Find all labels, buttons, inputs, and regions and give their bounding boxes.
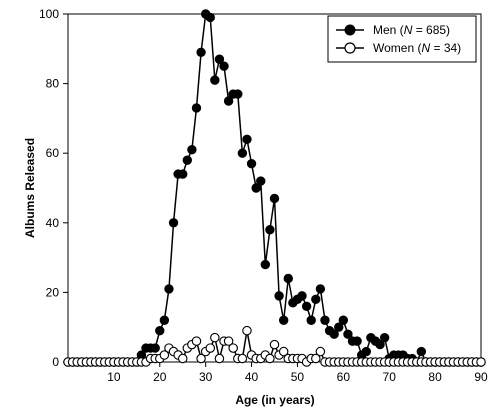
data-point-women [228,343,238,353]
data-point-men [223,96,234,106]
y-tick-label: 60 [46,146,60,160]
data-point-men [246,158,257,169]
data-point-men [233,89,243,99]
data-point-men [159,315,170,325]
data-point-women [223,336,234,346]
data-point-women [177,353,188,364]
data-point-men [196,47,206,57]
data-point-women [196,353,206,364]
data-point-men [329,329,339,339]
data-point-women [278,346,289,357]
data-point-men [297,291,307,301]
data-point-women [191,336,202,346]
y-tick-label: 80 [46,77,60,91]
data-point-men [274,291,284,301]
x-tick-label: 10 [107,370,121,384]
data-point-women [214,353,225,364]
x-tick-label: 40 [245,370,259,384]
legend-box [327,15,477,63]
data-point-women [205,343,216,353]
series-line [68,12,481,364]
series-men [63,9,486,367]
y-tick-label: 100 [39,7,59,21]
data-point-men [315,284,326,294]
x-tick-label: 80 [428,370,442,384]
data-point-men [269,193,280,204]
data-point-women [237,353,248,364]
data-point-women [210,332,220,343]
y-axis: 0 20 40 60 80 100 [39,7,68,369]
data-point-men [379,332,390,343]
data-point-men [219,61,229,71]
data-point-men [164,284,174,294]
data-point-men [242,134,252,144]
data-point-men [416,346,427,357]
data-point-men [191,103,202,113]
legend-label-women: Women (N = 34) [373,41,461,55]
legend-item-women: Women (N = 34) [336,41,461,55]
data-point-men [214,54,225,64]
series-women [63,325,486,367]
data-point-men [343,329,353,339]
x-tick-label: 20 [153,370,167,384]
data-point-women [265,353,275,364]
legend-marker-open [344,42,356,54]
x-tick-label: 70 [383,370,397,384]
data-point-men [187,145,197,155]
data-point-men [278,315,289,325]
data-point-men [338,315,349,325]
data-point-men [306,315,316,325]
data-point-men [237,148,248,158]
data-point-men [155,325,165,336]
data-point-men [334,322,344,332]
data-point-men [256,176,266,186]
y-tick-label: 40 [46,216,60,230]
data-point-men [311,294,321,305]
data-point-men [251,183,261,193]
data-point-men [178,169,188,179]
x-tick-label: 90 [474,370,488,384]
data-point-men [168,218,179,228]
x-axis-title: Age (in years) [235,393,314,407]
data-point-men [361,346,371,357]
plot-area [67,13,482,363]
legend-label-men: Men (N = 685) [373,23,450,37]
data-point-men [320,315,330,325]
y-tick-label: 20 [46,285,60,299]
y-tick-label: 0 [52,355,59,369]
data-point-women [315,346,326,357]
legend-item-men: Men (N = 685) [336,23,450,37]
data-point-men [283,273,293,284]
data-point-men [182,155,193,165]
data-point-men [375,339,385,350]
x-tick-label: 30 [199,370,213,384]
data-point-men [210,75,220,85]
data-point-women [159,350,170,360]
x-tick-label: 60 [337,370,351,384]
x-tick-label: 50 [291,370,305,384]
legend-marker-filled [344,24,356,36]
series-layer [63,9,486,367]
data-point-women [242,325,252,336]
data-point-men [260,259,271,270]
data-point-women [311,353,321,364]
data-point-men [301,301,312,312]
data-point-men [150,343,160,353]
y-axis-title: Albums Released [23,138,37,238]
data-point-men [265,225,275,235]
data-point-men [205,12,215,23]
data-point-men [352,336,362,346]
data-point-women [476,357,486,367]
legend: Men (N = 685) Women (N = 34) [327,15,477,63]
data-point-women [269,339,280,350]
